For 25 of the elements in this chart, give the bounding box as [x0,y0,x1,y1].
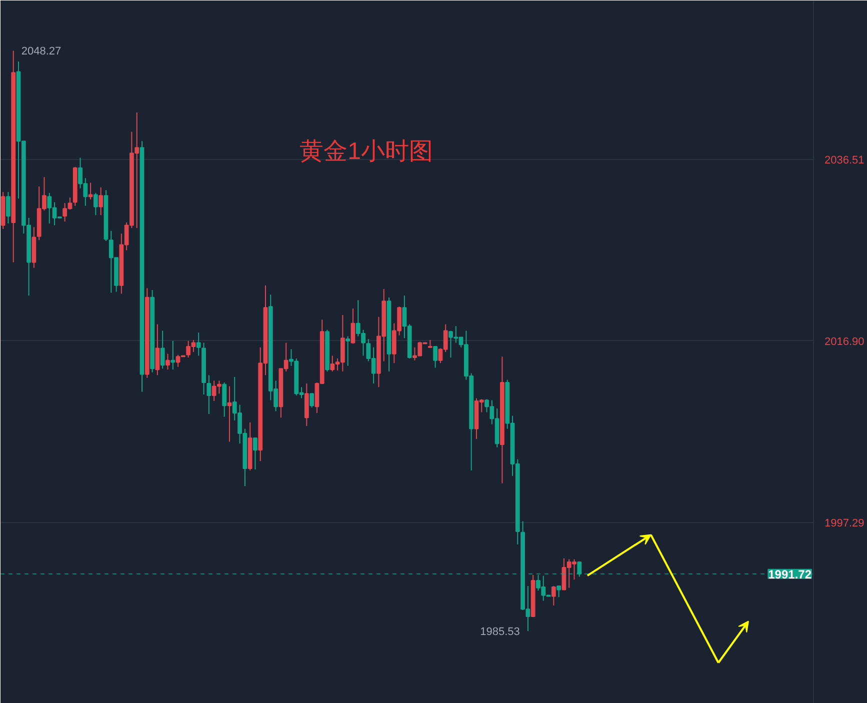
annotation: 2048.27 [21,46,62,58]
candlestick [196,332,201,356]
y-tick-label: 1997.29 [824,517,864,530]
candlestick [155,324,160,376]
candlestick [206,374,212,414]
candlestick [227,386,232,442]
candlestick [222,382,227,418]
candlestick [253,438,258,470]
annotation: 1985.53 [480,626,520,638]
candlestick [551,586,556,606]
candlestick [93,192,98,216]
candlestick [346,336,350,366]
text: 黄金1小时图 [300,138,434,166]
candlestick [170,340,176,370]
candlestick [166,353,170,370]
candlestick [433,346,438,368]
candlestick [98,186,104,216]
ref-line-label: 1991.72 [768,567,812,582]
y-tick-label: 2016.90 [824,336,864,348]
candlestick [310,393,314,408]
candlestick [6,191,10,224]
candlestick [350,308,356,344]
candlestick [160,330,165,370]
y-tick-label: 2036.51 [824,154,864,167]
candlestick [556,586,561,598]
